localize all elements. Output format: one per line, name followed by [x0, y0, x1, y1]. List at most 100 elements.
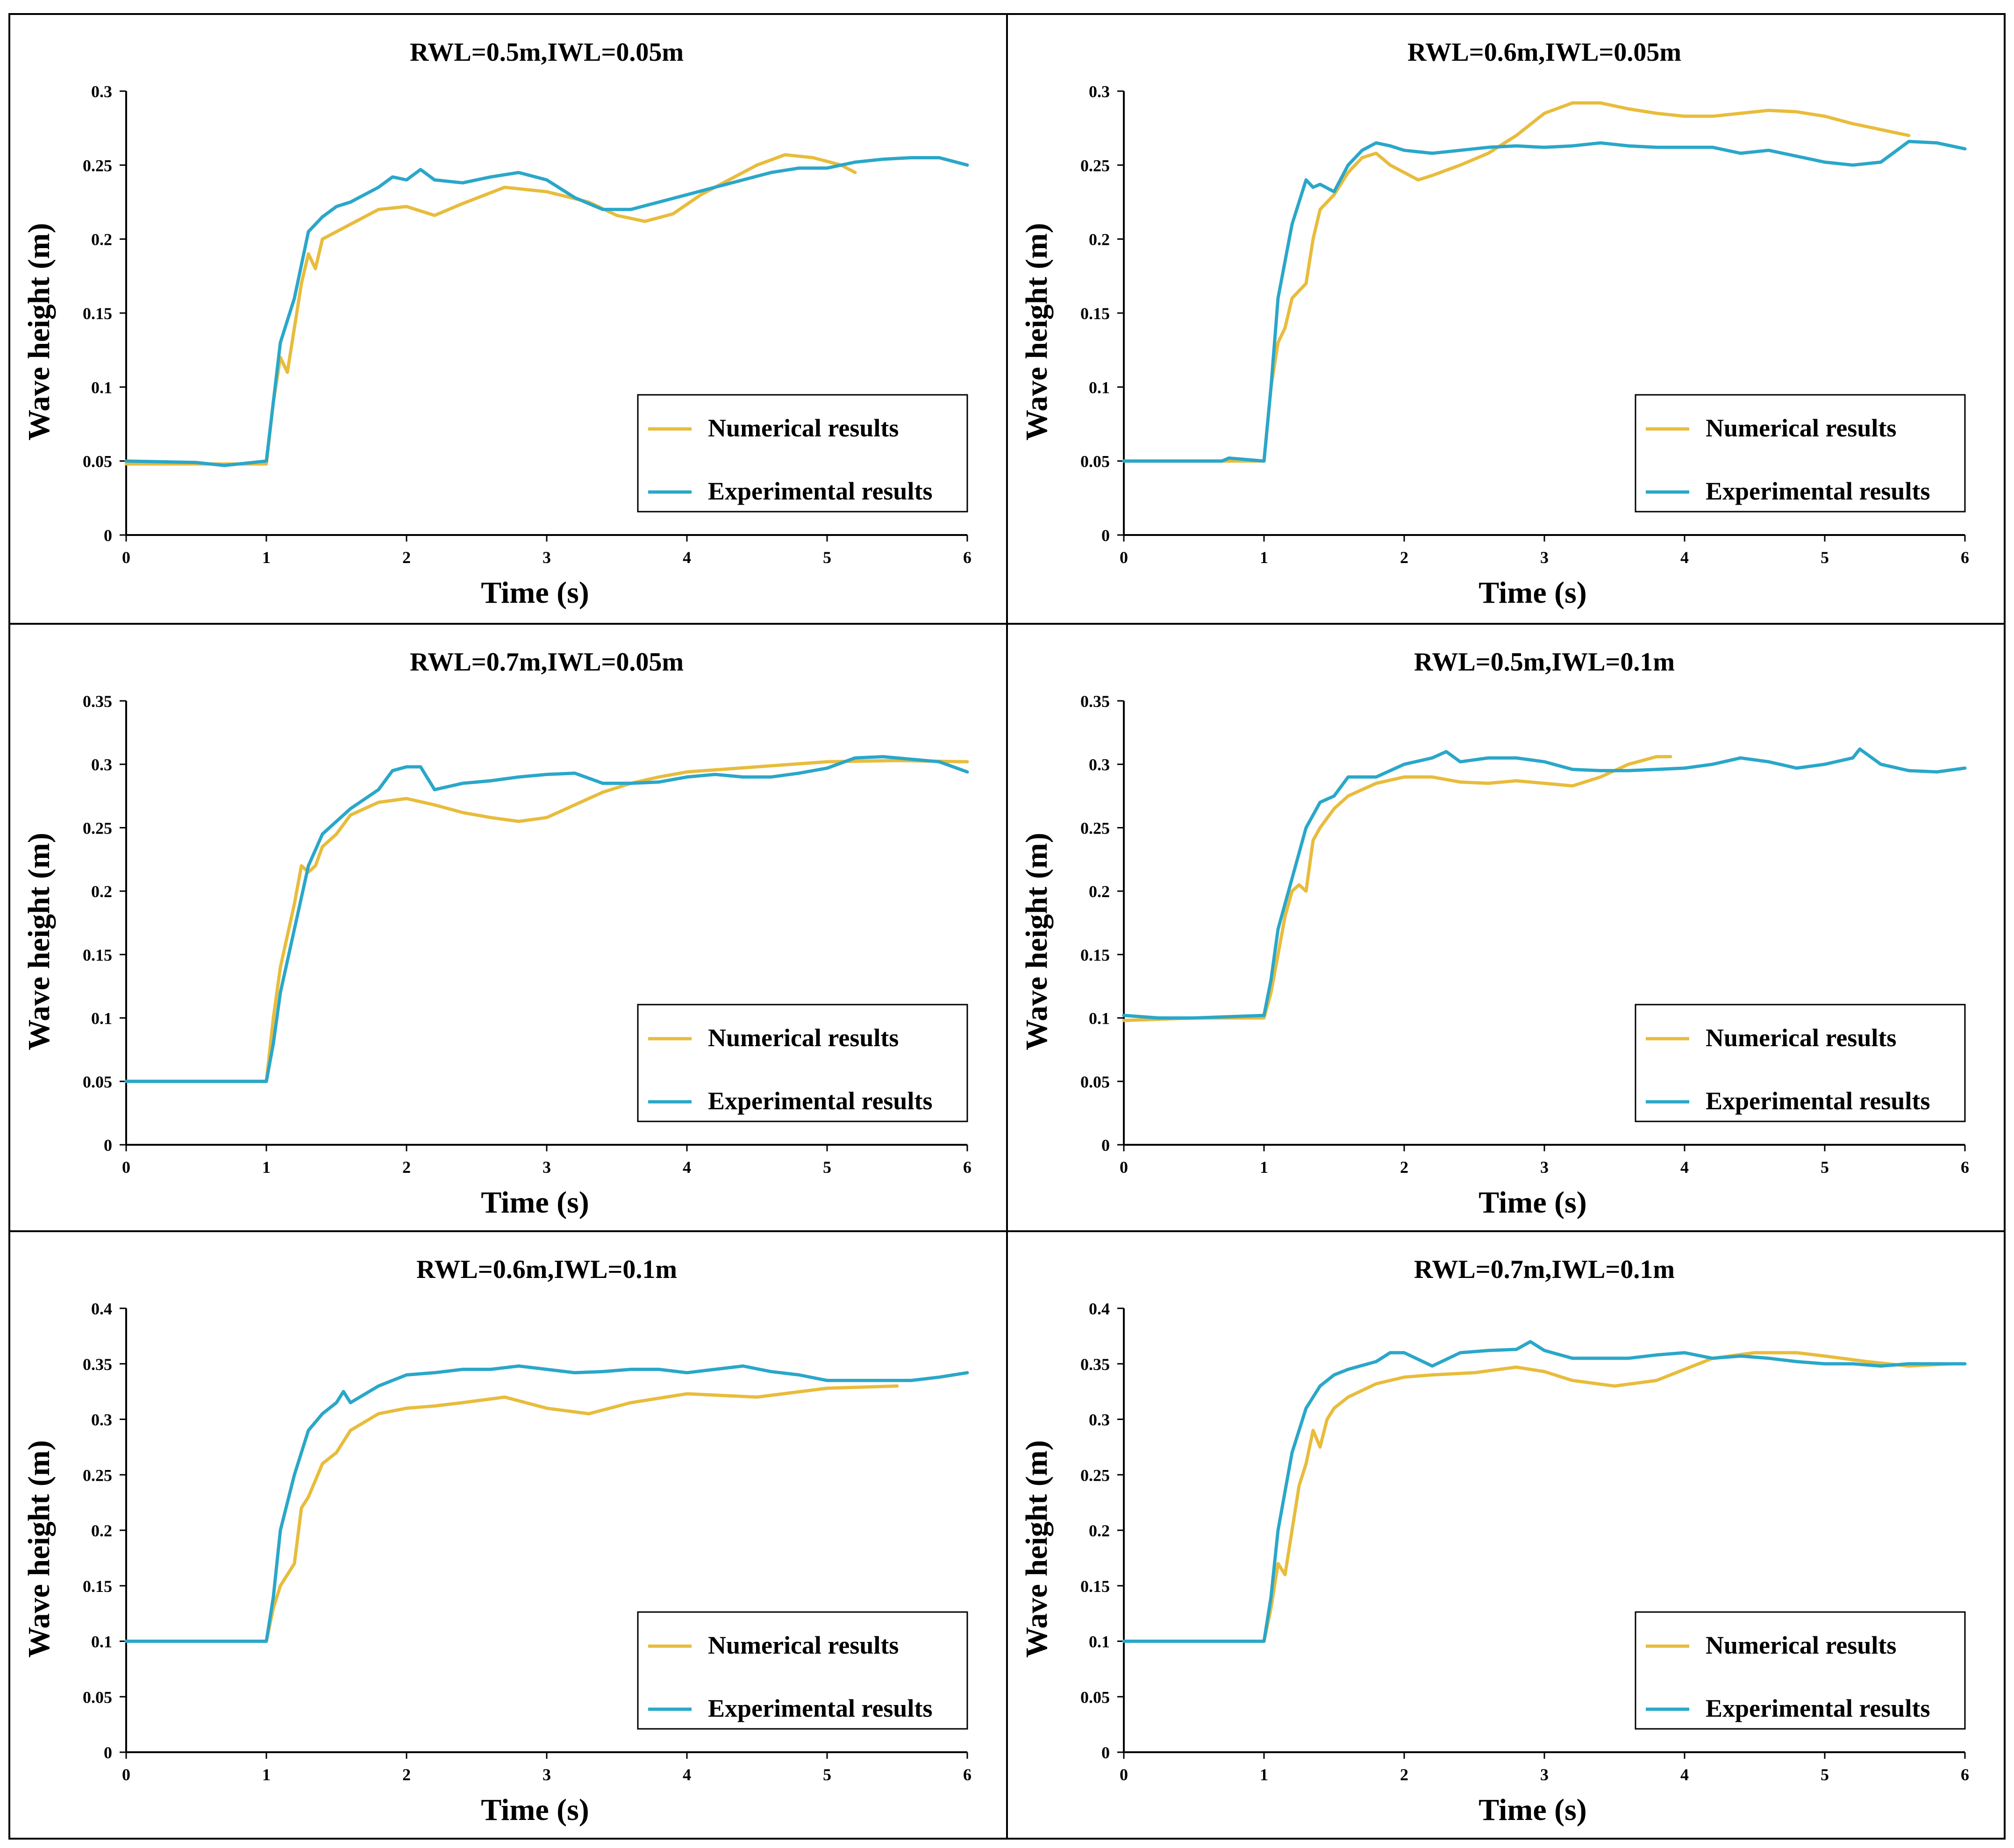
y-tick-label: 0.4 — [91, 1299, 112, 1318]
experimental-results-line — [1122, 140, 1967, 463]
numerical-results-line — [124, 153, 857, 466]
chart-panel-6: RWL=0.7m,IWL=0.1m 0 1 2 3 4 5 6 0 0.05 0.1 0.15 0.2 0… — [1020, 1255, 1969, 1827]
x-tick-label: 2 — [402, 1158, 411, 1177]
x-tick-label: 5 — [1821, 548, 1829, 567]
y-tick-label: 0 — [1101, 1136, 1110, 1155]
x-tick-label: 1 — [262, 1765, 271, 1784]
y-tick-label: 0.35 — [1080, 1355, 1110, 1374]
numerical-results-line — [124, 759, 969, 1083]
y-tick-label: 0.15 — [83, 946, 112, 964]
x-tick-label: 1 — [262, 1158, 271, 1177]
y-tick-label: 0.1 — [1089, 1633, 1110, 1651]
x-tick-label: 2 — [402, 548, 411, 567]
x-tick-label: 4 — [683, 1765, 691, 1784]
x-axis-label: Time (s) — [1478, 1185, 1587, 1220]
y-tick-label: 0 — [1101, 1743, 1110, 1762]
x-tick-label: 6 — [1961, 548, 1969, 567]
y-tick-label: 0.15 — [1080, 946, 1110, 964]
x-tick-label: 2 — [1400, 548, 1408, 567]
x-axis-label: Time (s) — [481, 1185, 589, 1220]
x-tick-label: 0 — [1120, 1765, 1128, 1784]
x-tick-label: 0 — [122, 548, 130, 567]
x-tick-label: 2 — [402, 1765, 411, 1784]
y-tick-label: 0.3 — [1089, 82, 1110, 101]
legend-experimental-label: Experimental results — [708, 477, 932, 505]
chart-title: RWL=0.7m,IWL=0.1m — [1414, 1255, 1675, 1284]
x-tick-label: 4 — [683, 548, 691, 567]
x-tick-label: 3 — [543, 548, 551, 567]
y-tick-label: 0.15 — [83, 1577, 112, 1596]
legend-box — [1635, 394, 1966, 513]
y-tick-label: 0 — [104, 526, 112, 545]
y-tick-label: 0.1 — [91, 1633, 112, 1651]
legend-experimental-label: Experimental results — [1706, 1087, 1930, 1115]
experimental-results-line — [124, 156, 969, 467]
y-tick-label: 0 — [104, 1136, 112, 1155]
x-tick-label: 3 — [543, 1765, 551, 1784]
y-tick-label: 0.05 — [83, 1688, 112, 1706]
experimental-results-line — [1122, 747, 1967, 1020]
y-tick-label: 0.15 — [1080, 304, 1110, 323]
chart-panel-4: RWL=0.5m,IWL=0.1m 0 1 2 3 4 5 6 0 0.05 0.1 0.15 0.2 0… — [1020, 648, 1969, 1220]
y-tick-label: 0.05 — [83, 452, 112, 471]
x-tick-label: 6 — [963, 1158, 971, 1177]
chart-panel-5: RWL=0.6m,IWL=0.1m 0 1 2 3 4 5 6 0 0.05 0.1 0.15 0.2 0… — [22, 1255, 971, 1827]
chart-title: RWL=0.6m,IWL=0.1m — [416, 1255, 677, 1284]
x-tick-label: 6 — [963, 548, 971, 567]
y-axis-label: Wave height (m) — [22, 223, 56, 441]
numerical-results-line — [1122, 755, 1672, 1022]
chart-title: RWL=0.6m,IWL=0.05m — [1407, 38, 1681, 67]
legend-experimental-label: Experimental results — [1706, 1694, 1930, 1722]
y-tick-label: 0.05 — [1080, 1688, 1110, 1706]
x-tick-label: 0 — [122, 1765, 130, 1784]
legend: Numerical results Experimental results — [637, 1611, 968, 1730]
y-tick-label: 0.05 — [1080, 1072, 1110, 1091]
experimental-results-line — [1122, 1340, 1967, 1643]
legend-numerical-label: Numerical results — [1706, 414, 1896, 442]
legend-numerical-label: Numerical results — [1706, 1024, 1896, 1052]
y-tick-label: 0.1 — [91, 378, 112, 397]
x-tick-label: 4 — [683, 1158, 691, 1177]
y-tick-label: 0.35 — [1080, 692, 1110, 711]
legend-box — [637, 1004, 968, 1122]
y-axis-label: Wave height (m) — [22, 833, 56, 1050]
y-tick-label: 0.25 — [83, 819, 112, 837]
x-axis-label: Time (s) — [481, 1793, 589, 1827]
y-tick-label: 0.2 — [1089, 882, 1110, 901]
legend-box — [637, 394, 968, 513]
x-tick-label: 0 — [1120, 1158, 1128, 1177]
y-tick-label: 0.25 — [1080, 156, 1110, 175]
y-tick-label: 0.2 — [91, 882, 112, 901]
y-tick-label: 0.15 — [83, 304, 112, 323]
x-tick-label: 3 — [1540, 1765, 1549, 1784]
y-tick-label: 0.2 — [91, 1521, 112, 1540]
chart-panel-1: RWL=0.5m,IWL=0.05m 0 1 2 3 4 5 6 0 0.05 0.1 0.15 0.2… — [22, 38, 971, 610]
x-axis-label: Time (s) — [1478, 1793, 1587, 1827]
y-tick-label: 0.05 — [1080, 452, 1110, 471]
legend-experimental-label: Experimental results — [1706, 477, 1930, 505]
x-tick-label: 1 — [1260, 1765, 1268, 1784]
y-tick-label: 0.25 — [1080, 819, 1110, 837]
y-tick-label: 0.25 — [1080, 1466, 1110, 1484]
x-tick-label: 6 — [1961, 1158, 1969, 1177]
legend-box — [1635, 1004, 1966, 1122]
legend-experimental-label: Experimental results — [708, 1087, 932, 1115]
y-tick-label: 0.2 — [1089, 230, 1110, 249]
y-axis-label: Wave height (m) — [1020, 1440, 1054, 1658]
y-tick-label: 0 — [104, 1743, 112, 1762]
x-tick-label: 0 — [1120, 548, 1128, 567]
legend: Numerical results Experimental results — [637, 1004, 968, 1122]
y-tick-label: 0.3 — [91, 1411, 112, 1429]
x-tick-label: 5 — [823, 548, 831, 567]
legend-numerical-label: Numerical results — [708, 1631, 899, 1659]
chart-title: RWL=0.5m,IWL=0.05m — [410, 38, 684, 67]
x-axis-label: Time (s) — [481, 576, 589, 610]
y-tick-label: 0.35 — [83, 692, 112, 711]
y-tick-label: 0.1 — [1089, 1009, 1110, 1028]
y-tick-label: 0.2 — [1089, 1521, 1110, 1540]
experimental-results-line — [124, 1364, 969, 1643]
y-axis-label: Wave height (m) — [1020, 833, 1054, 1050]
chart-title: RWL=0.5m,IWL=0.1m — [1414, 648, 1675, 677]
legend: Numerical results Experimental results — [637, 394, 968, 513]
